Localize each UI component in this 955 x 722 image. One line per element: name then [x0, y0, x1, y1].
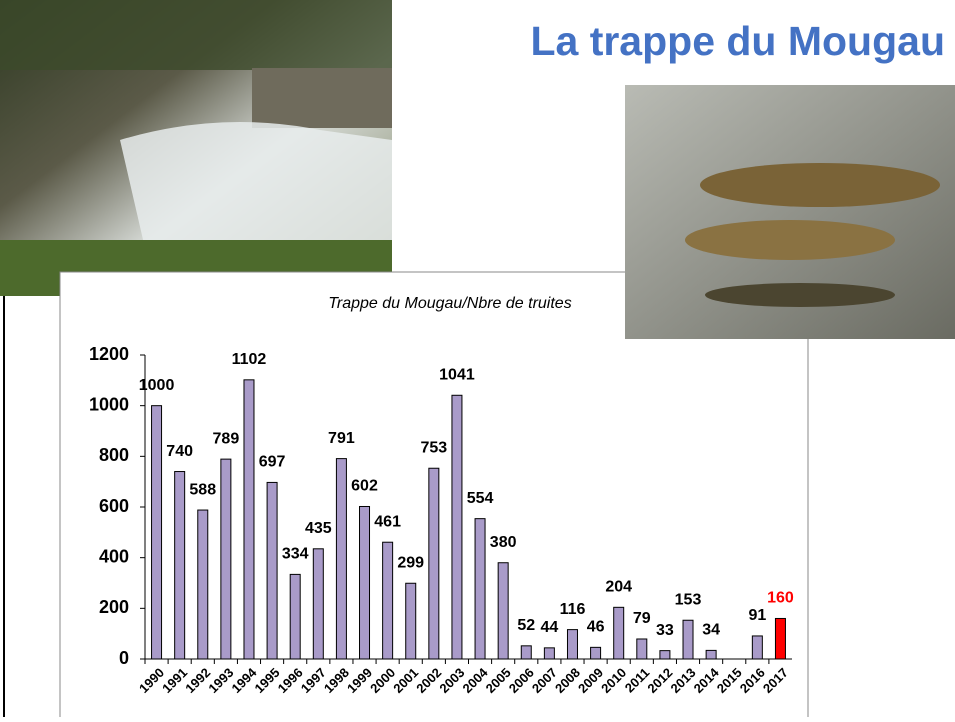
y-tick-label: 0 — [119, 648, 129, 668]
data-label: 753 — [420, 439, 447, 456]
bar — [705, 649, 717, 660]
data-label: 334 — [282, 546, 309, 563]
data-label: 554 — [467, 490, 494, 507]
bar — [636, 638, 648, 660]
slide-title: La trappe du Mougau — [530, 18, 945, 64]
weir-photo — [0, 0, 392, 296]
data-label: 46 — [587, 619, 605, 636]
data-label: 461 — [374, 513, 401, 530]
bar — [266, 481, 278, 660]
bar — [497, 562, 509, 660]
data-label: 1000 — [139, 377, 175, 394]
bar — [774, 617, 786, 660]
bar — [197, 509, 209, 660]
chart-title: Trappe du Mougau/Nbre de truites — [328, 295, 571, 312]
data-label: 116 — [560, 601, 586, 618]
data-label: 34 — [702, 622, 720, 639]
y-tick-label: 200 — [99, 597, 129, 617]
bar — [405, 582, 417, 660]
data-label: 79 — [633, 610, 651, 627]
bar — [751, 635, 763, 660]
data-label: 740 — [166, 443, 193, 460]
data-label: 588 — [189, 481, 216, 498]
data-label: 33 — [656, 622, 674, 639]
data-label: 153 — [675, 591, 702, 608]
data-label: 1102 — [232, 351, 267, 368]
bar — [428, 467, 440, 660]
y-tick-label: 800 — [99, 445, 129, 465]
bar — [289, 573, 301, 660]
data-label: 791 — [328, 430, 355, 447]
data-label: 204 — [605, 579, 632, 596]
data-label: 697 — [259, 454, 286, 471]
data-label: 602 — [351, 478, 378, 495]
data-label: 44 — [540, 619, 558, 636]
bar — [613, 606, 625, 660]
bar — [243, 379, 255, 660]
y-tick-label: 1200 — [89, 344, 129, 364]
y-tick-label: 400 — [99, 546, 129, 566]
data-label: 299 — [397, 554, 424, 571]
data-label: 789 — [213, 430, 240, 447]
bar — [474, 518, 486, 660]
bar — [682, 619, 694, 660]
bar — [312, 548, 324, 660]
trout-photo — [625, 85, 955, 339]
data-label: 52 — [517, 617, 535, 634]
bar — [543, 647, 555, 660]
bar — [151, 405, 163, 660]
data-label: 91 — [748, 607, 766, 624]
bar — [220, 458, 232, 660]
bar — [659, 650, 671, 660]
bar — [451, 394, 463, 660]
bar — [590, 646, 602, 660]
bar — [359, 505, 371, 660]
data-label: 435 — [305, 520, 332, 537]
bar — [566, 629, 578, 660]
bar — [382, 541, 394, 660]
bar — [174, 471, 186, 660]
data-label: 1041 — [439, 366, 475, 383]
y-tick-label: 1000 — [89, 394, 129, 414]
bar — [520, 645, 532, 660]
data-label: 160 — [767, 590, 794, 607]
bar — [335, 458, 347, 660]
data-label: 380 — [490, 534, 517, 551]
y-tick-label: 600 — [99, 496, 129, 516]
